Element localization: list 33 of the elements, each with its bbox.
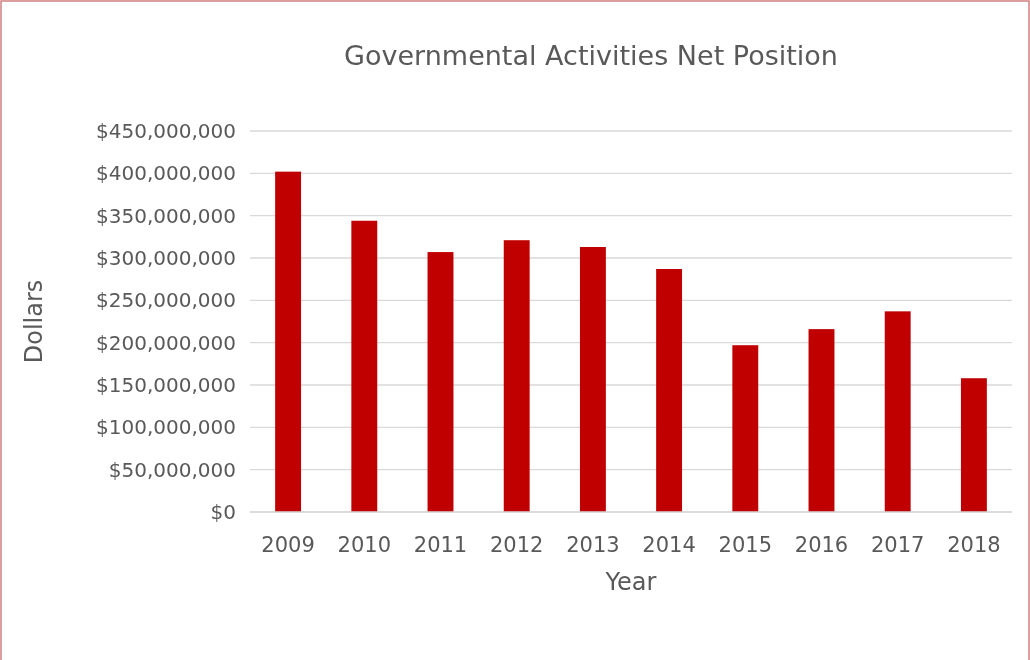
- chart-title: Governmental Activities Net Position: [344, 40, 838, 71]
- x-tick-label: 2016: [794, 533, 849, 557]
- x-tick-label: 2013: [566, 533, 620, 557]
- bar: [579, 246, 606, 512]
- bar: [960, 378, 987, 512]
- y-tick-label: $100,000,000: [96, 415, 236, 440]
- bar: [275, 171, 302, 512]
- y-tick-label: $150,000,000: [96, 373, 236, 397]
- bar: [732, 345, 759, 512]
- bar: [427, 252, 454, 512]
- y-tick-label: $450,000,000: [96, 119, 236, 143]
- bar: [808, 329, 835, 512]
- y-tick-label: $400,000,000: [96, 161, 236, 186]
- bar: [884, 311, 911, 512]
- bar: [656, 269, 683, 512]
- bar: [351, 220, 378, 512]
- y-tick-label: $200,000,000: [96, 330, 236, 355]
- x-tick-label: 2012: [489, 533, 544, 557]
- bar: [503, 240, 530, 512]
- y-tick-label: $0: [210, 500, 236, 524]
- x-tick-label: 2011: [413, 533, 468, 557]
- y-axis-title: Dollars: [20, 279, 48, 364]
- y-tick-label: $50,000,000: [108, 457, 236, 482]
- x-tick-label: 2009: [261, 533, 315, 557]
- y-tick-label: $250,000,000: [96, 288, 236, 313]
- x-tick-label: 2010: [337, 533, 392, 557]
- x-tick-label: 2018: [947, 533, 1001, 557]
- y-tick-label: $350,000,000: [96, 203, 236, 228]
- x-tick-label: 2017: [870, 533, 925, 557]
- y-tick-label: $300,000,000: [96, 246, 236, 270]
- x-tick-label: 2014: [642, 533, 696, 557]
- x-axis-title: Year: [604, 568, 657, 596]
- x-tick-label: 2015: [718, 533, 773, 557]
